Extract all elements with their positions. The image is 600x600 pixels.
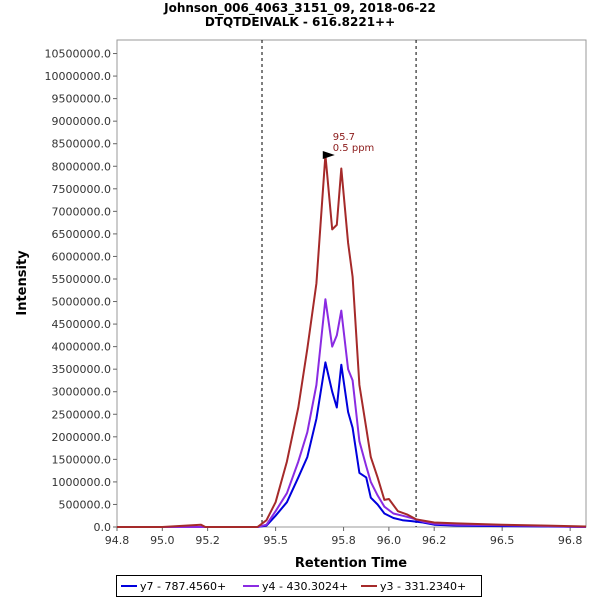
- plot-area: [116, 39, 587, 528]
- y-tick-label: 10000000.0: [45, 70, 111, 83]
- legend: y7 - 787.4560+ y4 - 430.3024+ y3 - 331.234…: [116, 575, 482, 597]
- series-line: [117, 298, 587, 528]
- annotation-ppm: 0.5 ppm: [333, 143, 375, 154]
- legend-items: y7 - 787.4560+ y4 - 430.3024+ y3 - 331.234…: [121, 580, 466, 593]
- series-line: [117, 154, 587, 528]
- x-tick-label: 96.5: [490, 534, 515, 547]
- x-tick-label: 96.0: [377, 534, 402, 547]
- y-tick-label: 500000.0: [59, 498, 112, 511]
- peak-marker-arrow: [322, 150, 335, 159]
- legend-label: y7 - 787.4560+: [140, 580, 226, 593]
- peak-annotation: 95.70.5 ppm: [322, 132, 375, 159]
- y-tick-label: 1000000.0: [52, 476, 112, 489]
- y-tick-label: 4000000.0: [52, 341, 112, 354]
- y-tick-label: 10500000.0: [45, 48, 111, 61]
- y-tick-label: 3500000.0: [52, 363, 112, 376]
- y-axis-label: Intensity: [15, 250, 30, 316]
- y-tick-label: 0.0: [94, 521, 112, 534]
- x-tick-label: 95.8: [331, 534, 356, 547]
- y-tick-label: 4500000.0: [52, 318, 112, 331]
- y-tick-label: 6500000.0: [52, 228, 112, 241]
- x-tick-label: 95.2: [195, 534, 220, 547]
- y-axis: 0.0 500000.0 1000000.0 1500000.0 2000000.0 25…: [45, 48, 117, 534]
- y-tick-label: 9000000.0: [52, 115, 112, 128]
- chart-title-line1: Johnson_006_4063_3151_09, 2018-06-22: [163, 1, 436, 16]
- annotation-retention-time: 95.7: [333, 132, 355, 143]
- series-lines: [117, 154, 587, 528]
- x-tick-label: 95.5: [263, 534, 288, 547]
- y-tick-label: 2500000.0: [52, 408, 112, 421]
- x-tick-label: 95.0: [150, 534, 175, 547]
- x-axis-label: Retention Time: [295, 556, 407, 571]
- y-tick-label: 5500000.0: [52, 273, 112, 286]
- x-tick-label: 94.8: [105, 534, 130, 547]
- chart-title-line2: DTQTDEIVALK - 616.8221++: [205, 15, 395, 29]
- x-tick-label: 96.8: [558, 534, 583, 547]
- y-tick-label: 3000000.0: [52, 386, 112, 399]
- y-tick-label: 8000000.0: [52, 160, 112, 173]
- y-tick-label: 7500000.0: [52, 183, 112, 196]
- y-tick-label: 7000000.0: [52, 205, 112, 218]
- y-tick-label: 8500000.0: [52, 138, 112, 151]
- y-tick-label: 2000000.0: [52, 431, 112, 444]
- y-tick-label: 5000000.0: [52, 296, 112, 309]
- x-axis: 94.8 95.0 95.2 95.5 95.8 96.0 96.2 96.5 96.8: [105, 527, 583, 547]
- y-tick-label: 6000000.0: [52, 250, 112, 263]
- y-tick-label: 1500000.0: [52, 453, 112, 466]
- legend-label: y3 - 331.2340+: [380, 580, 466, 593]
- legend-label: y4 - 430.3024+: [262, 580, 348, 593]
- x-tick-label: 96.2: [422, 534, 447, 547]
- y-tick-label: 9500000.0: [52, 93, 112, 106]
